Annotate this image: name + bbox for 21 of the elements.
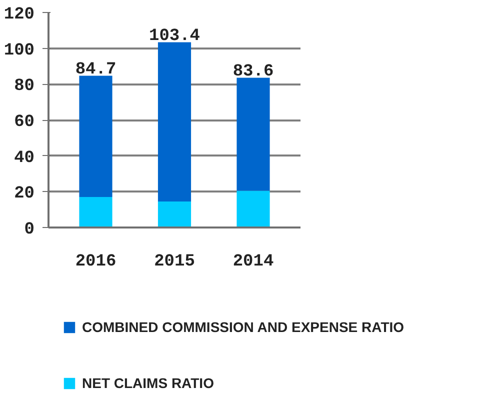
bar [79, 76, 112, 198]
y-tick-label: 100 [4, 41, 35, 60]
total-label: 103.4 [148, 27, 200, 46]
total-label: 83.6 [232, 62, 274, 82]
y-tick-label: 120 [4, 6, 35, 24]
x-tick-label: 2016 [75, 252, 116, 272]
legend-label: COMBINED COMMISSION AND EXPENSE RATIO [82, 319, 404, 335]
x-tick-label: 2015 [154, 252, 195, 272]
bar [236, 190, 270, 228]
y-tick-label: 60 [14, 113, 35, 132]
y-tick-label: 40 [14, 148, 35, 168]
bar [158, 202, 192, 228]
x-tick-label: 2014 [232, 252, 274, 272]
legend-label: NET CLAIMS RATIO [82, 375, 214, 391]
total-label: 84.7 [75, 60, 116, 80]
y-tick-label: 80 [14, 77, 35, 96]
y-tick-label: 20 [14, 184, 35, 204]
bar [158, 42, 192, 202]
bar [79, 197, 112, 228]
y-tick-label: 0 [24, 220, 34, 240]
bar [236, 78, 270, 191]
